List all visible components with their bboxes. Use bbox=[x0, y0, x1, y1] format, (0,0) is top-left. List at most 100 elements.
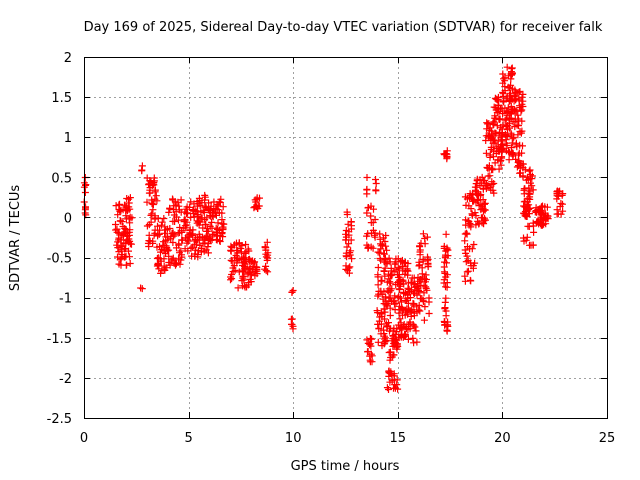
data-point bbox=[219, 203, 227, 211]
data-point bbox=[507, 103, 515, 110]
data-point bbox=[381, 308, 389, 316]
data-point bbox=[463, 268, 471, 276]
data-point bbox=[165, 246, 173, 254]
data-point bbox=[443, 153, 451, 161]
y-axis-title: SDTVAR / TECUs bbox=[8, 185, 23, 292]
data-point bbox=[472, 199, 480, 207]
data-point bbox=[497, 105, 505, 113]
data-point bbox=[208, 231, 216, 239]
data-point bbox=[169, 254, 177, 262]
data-point bbox=[416, 288, 424, 296]
data-point bbox=[491, 137, 499, 145]
data-point bbox=[498, 125, 506, 133]
data-point bbox=[374, 338, 382, 346]
data-point bbox=[464, 257, 472, 264]
data-point bbox=[363, 209, 371, 217]
data-point bbox=[533, 218, 541, 226]
data-point bbox=[252, 198, 260, 206]
data-point bbox=[421, 240, 429, 248]
data-point bbox=[501, 116, 509, 124]
data-point bbox=[396, 282, 404, 290]
data-point bbox=[472, 221, 480, 229]
data-point bbox=[401, 270, 409, 278]
data-point bbox=[410, 322, 418, 330]
data-point bbox=[417, 282, 425, 290]
data-point bbox=[342, 262, 350, 270]
data-point bbox=[523, 213, 531, 220]
data-point bbox=[508, 70, 516, 78]
data-point bbox=[512, 139, 520, 147]
data-point bbox=[401, 311, 409, 319]
data-point bbox=[82, 181, 90, 189]
data-point bbox=[389, 351, 397, 359]
data-point bbox=[394, 264, 402, 272]
data-point bbox=[398, 331, 406, 338]
data-point bbox=[482, 149, 490, 157]
data-point bbox=[397, 276, 405, 284]
data-point bbox=[150, 179, 158, 186]
data-point bbox=[116, 217, 124, 225]
data-point bbox=[165, 208, 173, 216]
data-point bbox=[413, 338, 421, 346]
data-point bbox=[472, 212, 480, 220]
data-point bbox=[423, 286, 431, 294]
data-point bbox=[377, 330, 385, 338]
data-point bbox=[263, 256, 271, 264]
data-point bbox=[489, 119, 497, 127]
data-point bbox=[513, 163, 521, 171]
data-point bbox=[364, 243, 372, 251]
data-point bbox=[166, 205, 174, 213]
data-point bbox=[219, 225, 227, 233]
data-point bbox=[413, 291, 421, 299]
data-point bbox=[165, 252, 173, 260]
data-point bbox=[218, 229, 226, 237]
data-point bbox=[471, 209, 479, 217]
data-point bbox=[251, 272, 259, 280]
data-point bbox=[347, 218, 355, 226]
data-point bbox=[169, 230, 177, 238]
data-point bbox=[121, 201, 128, 209]
data-point bbox=[386, 312, 394, 319]
data-point bbox=[523, 205, 531, 213]
data-point bbox=[495, 165, 503, 173]
data-point bbox=[173, 244, 180, 252]
x-tick-label: 20 bbox=[494, 431, 511, 446]
data-point bbox=[536, 208, 544, 216]
data-point bbox=[480, 217, 488, 225]
data-point bbox=[499, 145, 507, 153]
data-point bbox=[417, 295, 424, 303]
data-point bbox=[241, 260, 249, 268]
data-point bbox=[440, 279, 448, 287]
data-point bbox=[169, 195, 176, 203]
data-point bbox=[237, 245, 245, 252]
data-point bbox=[180, 218, 188, 226]
data-point bbox=[146, 184, 154, 192]
data-point bbox=[525, 167, 533, 175]
data-point bbox=[385, 386, 392, 393]
data-point bbox=[395, 309, 403, 317]
data-point bbox=[530, 222, 537, 230]
y-tick-label: 0 bbox=[64, 211, 72, 226]
data-point bbox=[502, 95, 510, 103]
data-point bbox=[345, 240, 353, 248]
y-tick-labels: 2 1.5 1 0.5 0 -0.5 -1 -1.5 -2 -2.5 bbox=[47, 51, 72, 427]
data-point bbox=[502, 139, 510, 147]
data-point bbox=[171, 218, 179, 225]
data-point bbox=[507, 129, 515, 137]
data-point bbox=[153, 197, 161, 205]
data-point bbox=[201, 193, 209, 201]
data-point bbox=[114, 244, 122, 252]
data-point bbox=[520, 198, 528, 206]
data-point bbox=[467, 277, 475, 285]
data-point bbox=[114, 253, 121, 261]
data-point bbox=[115, 248, 123, 256]
data-point bbox=[117, 236, 125, 244]
x-tick-labels: 0 5 10 15 20 25 bbox=[80, 431, 615, 446]
data-point bbox=[190, 206, 198, 214]
data-point bbox=[148, 196, 156, 204]
data-point bbox=[393, 345, 401, 353]
data-point bbox=[503, 63, 511, 71]
data-point bbox=[228, 275, 236, 283]
data-point bbox=[196, 218, 204, 226]
data-point bbox=[401, 259, 409, 266]
